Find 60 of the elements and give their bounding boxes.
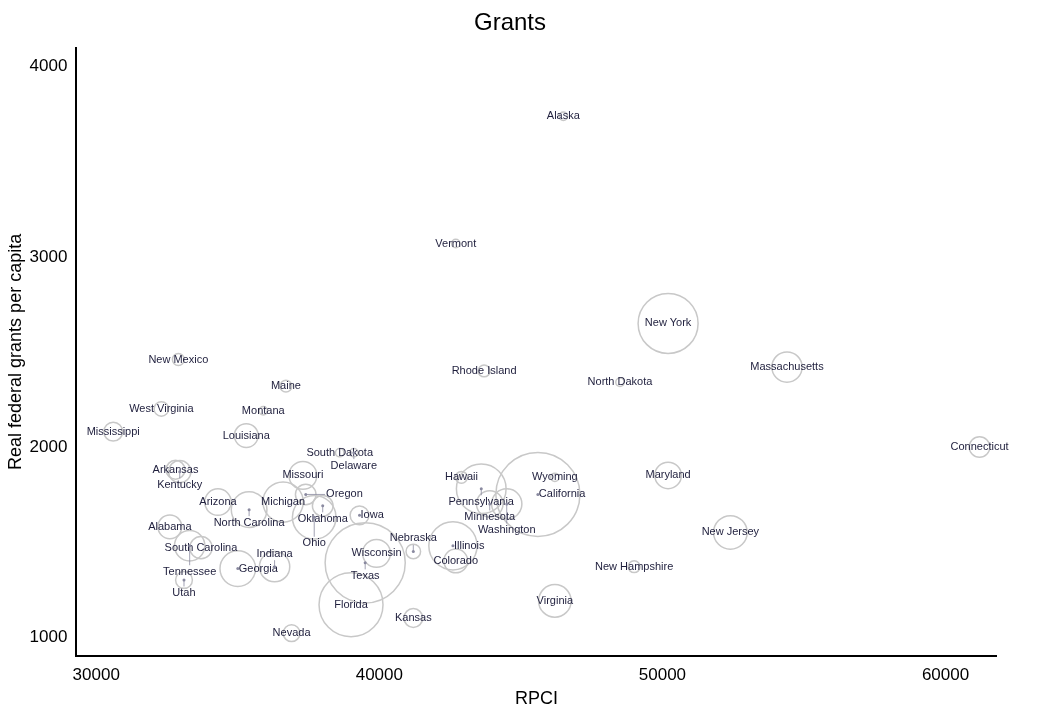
x-tick-label: 40000 bbox=[355, 664, 403, 684]
annotation: New Hampshire bbox=[595, 559, 674, 572]
annotation: Connecticut bbox=[950, 439, 1009, 452]
annotation: Washington bbox=[477, 522, 536, 535]
annotation: Tennessee bbox=[163, 564, 217, 577]
x-tick-label: 60000 bbox=[921, 664, 970, 684]
annotation: Michigan bbox=[261, 495, 306, 508]
annotation: Wisconsin bbox=[351, 546, 402, 559]
annotation: South Dakota bbox=[306, 445, 374, 458]
annotation: Louisiana bbox=[222, 428, 271, 441]
y-tick-label: 4000 bbox=[29, 56, 68, 76]
x-tick-label: 30000 bbox=[72, 664, 120, 684]
y-tick-label: 3000 bbox=[29, 246, 68, 266]
annotation: New Jersey bbox=[701, 525, 760, 538]
annotation: North Carolina bbox=[213, 515, 286, 528]
annotation: Texas bbox=[350, 568, 381, 581]
y-tick-label: 2000 bbox=[29, 436, 68, 456]
annotation: Maine bbox=[270, 379, 301, 392]
annotation: Nebraska bbox=[389, 531, 438, 544]
annotation: Wyoming bbox=[531, 470, 578, 483]
annotation: Montana bbox=[241, 403, 286, 416]
annotation: Delaware bbox=[330, 458, 378, 471]
annotation: Mississippi bbox=[86, 424, 140, 437]
annotation: Maryland bbox=[645, 468, 691, 481]
annotation: Missouri bbox=[282, 468, 324, 481]
annotation: West Virginia bbox=[129, 401, 195, 414]
annotation: Alabama bbox=[148, 519, 193, 532]
annotation: Georgia bbox=[238, 561, 279, 574]
annotation: Hawaii bbox=[444, 470, 478, 483]
annotation: Iowa bbox=[360, 508, 385, 521]
annotation: Florida bbox=[334, 597, 369, 610]
annotation: Alaska bbox=[546, 109, 581, 122]
annotation: Ohio bbox=[302, 536, 326, 549]
annotation: Rhode Island bbox=[451, 363, 517, 376]
annotation: Colorado bbox=[433, 554, 479, 566]
annotation: Kentucky bbox=[157, 477, 203, 490]
annotation: Utah bbox=[172, 586, 196, 599]
annotation: South Carolina bbox=[164, 540, 239, 553]
annotation: Vermont bbox=[435, 236, 477, 249]
x-tick-label: 50000 bbox=[638, 664, 687, 684]
x-axis-title: RPCI bbox=[514, 688, 558, 709]
annotation: Minnesota bbox=[464, 509, 516, 522]
annotation: Pennsylvania bbox=[448, 494, 515, 507]
annotation: New York bbox=[644, 316, 692, 329]
annotation: North Dakota bbox=[587, 375, 654, 388]
annotation: Illinois bbox=[453, 538, 486, 551]
annotation: Massachusetts bbox=[750, 360, 825, 373]
annotation: California bbox=[538, 487, 587, 500]
y-tick-label: 1000 bbox=[29, 626, 68, 646]
annotation: Virginia bbox=[536, 593, 574, 606]
annotation: Arizona bbox=[199, 495, 238, 508]
chart-title: Grants bbox=[473, 8, 547, 36]
annotation: Oklahoma bbox=[297, 511, 349, 524]
annotation: Kansas bbox=[394, 611, 433, 624]
annotation: Nevada bbox=[272, 626, 312, 639]
annotation: Arkansas bbox=[152, 462, 199, 475]
annotation: Oregon bbox=[326, 487, 363, 500]
annotation: New Mexico bbox=[148, 352, 209, 365]
y-axis-title: Real federal grants per capita bbox=[4, 232, 25, 470]
annotation: Indiana bbox=[256, 546, 294, 559]
